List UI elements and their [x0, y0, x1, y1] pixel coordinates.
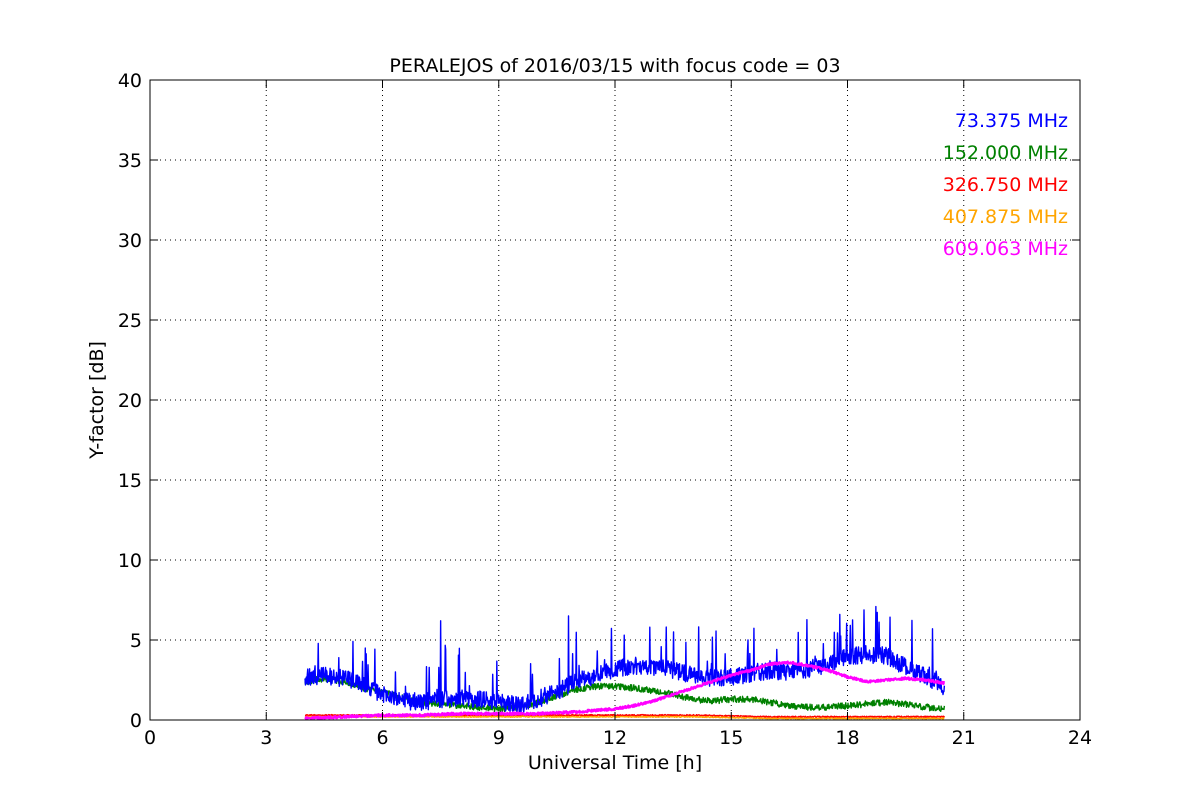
y-tick-label: 10	[118, 550, 142, 572]
legend-label: 152.000 MHz	[943, 142, 1068, 164]
y-tick-label: 25	[118, 310, 142, 332]
x-tick-label: 15	[719, 727, 743, 749]
legend-label: 407.875 MHz	[943, 206, 1068, 228]
y-axis-title: Y-factor [dB]	[86, 341, 108, 460]
x-tick-label: 24	[1068, 727, 1092, 749]
y-tick-label: 5	[130, 630, 142, 652]
series-group	[304, 605, 946, 721]
series-line-73-375-mhz	[304, 605, 946, 714]
x-tick-label: 0	[144, 727, 156, 749]
y-tick-label: 35	[118, 150, 142, 172]
x-tick-label: 6	[376, 727, 388, 749]
y-tick-label: 20	[118, 390, 142, 412]
x-tick-label: 21	[952, 727, 976, 749]
ticks: 0 3 6 9 12 15 18 21 24 0 5 10 15 20 25 30 35 40	[118, 70, 1092, 749]
y-tick-label: 40	[118, 70, 142, 92]
series-line-609-063-mhz	[304, 660, 946, 721]
x-tick-label: 12	[603, 727, 627, 749]
x-axis-title: Universal Time [h]	[528, 752, 702, 774]
grid	[150, 80, 1080, 720]
legend: 73.375 MHz 152.000 MHz 326.750 MHz 407.875 …	[943, 110, 1068, 260]
y-tick-label: 30	[118, 230, 142, 252]
legend-label: 609.063 MHz	[943, 238, 1068, 260]
x-tick-label: 3	[260, 727, 272, 749]
y-tick-label: 15	[118, 470, 142, 492]
series-line-407-875-mhz	[304, 715, 945, 720]
legend-label: 326.750 MHz	[943, 174, 1068, 196]
y-tick-label: 0	[130, 710, 142, 732]
x-tick-label: 18	[835, 727, 859, 749]
x-tick-label: 9	[493, 727, 505, 749]
legend-label: 73.375 MHz	[955, 110, 1068, 132]
chart-title: PERALEJOS of 2016/03/15 with focus code …	[389, 55, 840, 77]
